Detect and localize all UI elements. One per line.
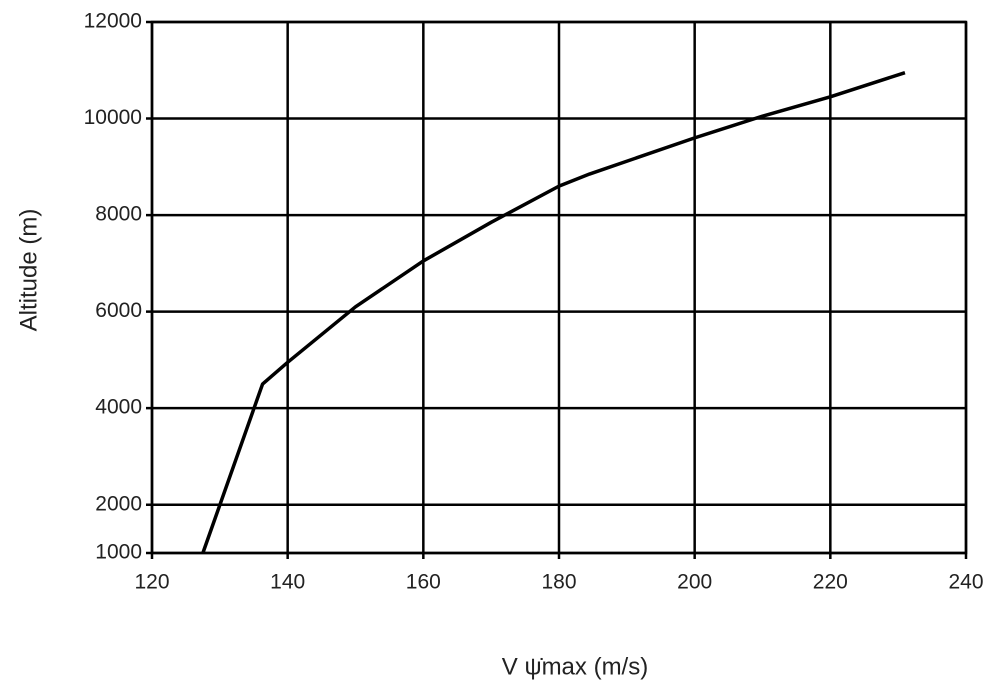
x-tick-label: 200 xyxy=(677,571,712,594)
y-tick-label: 10000 xyxy=(84,106,142,129)
y-tick-label: 8000 xyxy=(95,203,142,226)
y-axis-label: Altitude (m) xyxy=(15,209,42,332)
data-line xyxy=(201,71,906,554)
x-tick-label: 160 xyxy=(406,571,441,594)
y-tick-label: 6000 xyxy=(95,299,142,322)
x-tick-label: 240 xyxy=(948,571,983,594)
x-tick-label: 220 xyxy=(813,571,848,594)
x-tick-label: 140 xyxy=(270,571,305,594)
y-tick-label: 2000 xyxy=(95,492,142,515)
x-tick-label: 120 xyxy=(134,571,169,594)
x-axis-label: V ψ̇max (m/s) xyxy=(502,653,648,680)
y-tick-label: 4000 xyxy=(95,396,142,419)
y-tick-label: 12000 xyxy=(84,10,142,33)
y-tick-label: 1000 xyxy=(95,541,142,564)
x-tick-label: 180 xyxy=(541,571,576,594)
